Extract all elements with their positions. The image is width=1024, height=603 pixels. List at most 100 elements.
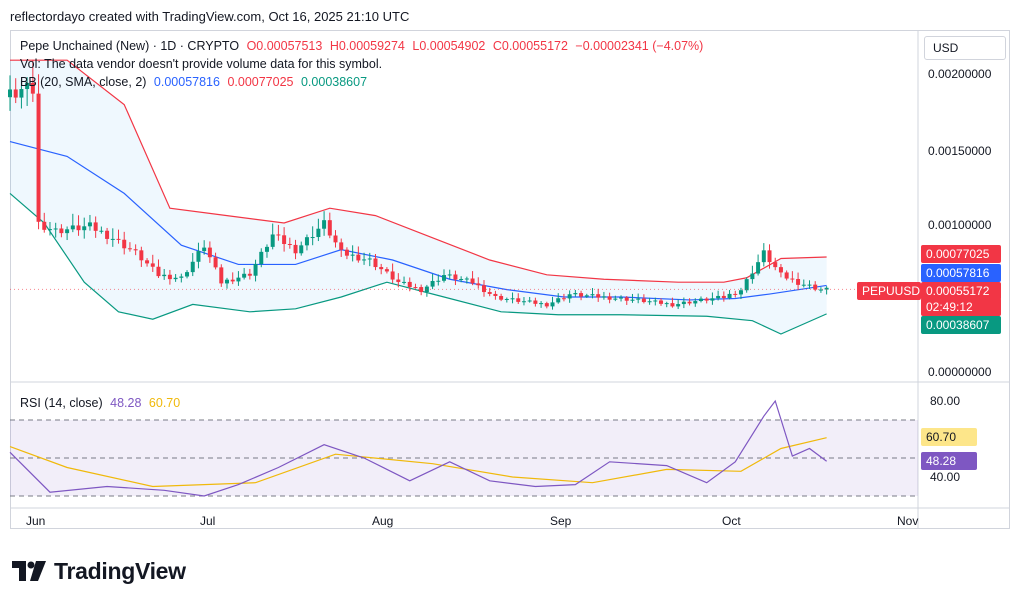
rsi-tick-label: 40.00	[930, 470, 961, 484]
tradingview-brand[interactable]: TradingView	[12, 557, 186, 585]
candle-body	[327, 220, 332, 236]
candle-body	[350, 254, 355, 256]
candle-body	[53, 228, 58, 230]
candle-body	[510, 298, 515, 300]
bb-upper-value: 0.00077025	[227, 75, 294, 89]
candle-body	[447, 274, 452, 276]
candle-body	[367, 258, 372, 260]
candle-body	[504, 298, 509, 300]
candle-body	[110, 238, 115, 240]
candle-body	[419, 287, 424, 293]
bb-upper-tag: 0.00077025	[921, 245, 1001, 263]
candle-body	[807, 284, 812, 286]
chart-attribution: reflectordayo created with TradingView.c…	[10, 9, 410, 24]
candle-body	[653, 300, 658, 302]
candle-body	[322, 220, 327, 229]
close-value: C0.00055172	[492, 39, 568, 53]
countdown-tag: 02:49:12	[921, 298, 1001, 316]
candle-body	[573, 293, 578, 295]
candle-body	[93, 222, 98, 231]
currency-selector[interactable]: USD	[924, 36, 1006, 60]
bb-upper-line	[10, 59, 827, 283]
candle-body	[584, 295, 589, 297]
candle-body	[105, 230, 110, 239]
candle-body	[59, 228, 64, 234]
bb-lower-line	[9, 192, 827, 335]
close-price-tag: 0.00055172	[921, 282, 1001, 300]
candle-body	[727, 293, 732, 299]
candle-body	[676, 304, 681, 307]
candle-body	[493, 293, 498, 296]
symbol-legend: Pepe Unchained (New) · 1D · CRYPTO O0.00…	[20, 39, 707, 53]
candle-body	[790, 278, 795, 280]
candle-body	[579, 293, 584, 297]
candle-body	[693, 301, 698, 304]
time-label: Nov	[897, 514, 919, 528]
time-label: Oct	[722, 514, 741, 528]
candle-body	[207, 247, 212, 258]
candle-body	[464, 278, 469, 280]
bb-basis-tag: 0.00057816	[921, 264, 1001, 282]
candle-body	[659, 300, 664, 304]
candle-body	[25, 82, 30, 90]
candle-body	[716, 295, 721, 299]
open-value: O0.00057513	[246, 39, 323, 53]
bollinger-band-fill	[10, 60, 827, 334]
candle-body	[379, 267, 384, 270]
candle-body	[76, 225, 81, 231]
candle-body	[145, 260, 150, 264]
candle-body	[521, 301, 526, 303]
candle-body	[784, 272, 789, 279]
price-tick-label: 0.00200000	[928, 67, 992, 81]
candle-body	[407, 281, 412, 288]
candle-body	[630, 299, 635, 301]
bb-basis-value: 0.00057816	[153, 75, 220, 89]
candle-body	[82, 226, 87, 231]
rsi-value-tag: 48.28	[921, 452, 977, 470]
candle-body	[556, 298, 561, 303]
candle-body	[459, 278, 464, 280]
candle-body	[293, 244, 298, 254]
candle-body	[316, 228, 321, 238]
candle-body	[282, 235, 287, 244]
candle-body	[824, 287, 829, 290]
candle-body	[333, 235, 338, 243]
candle-body	[710, 298, 715, 301]
candle-body	[738, 290, 743, 295]
candle-body	[87, 222, 92, 227]
candle-body	[442, 275, 447, 281]
candle-body	[761, 250, 766, 263]
candle-body	[47, 229, 52, 231]
volume-note: Vol: The data vendor doesn't provide vol…	[20, 57, 383, 71]
rsi-ma-line	[9, 437, 827, 488]
candle-body	[70, 225, 75, 230]
candle-body	[339, 242, 344, 250]
high-value: H0.00059274	[329, 39, 405, 53]
candle-body	[8, 89, 12, 98]
candle-body	[344, 249, 349, 256]
candle-body	[567, 294, 572, 299]
candle-body	[253, 263, 258, 276]
candle-body	[778, 267, 783, 273]
candle-body	[664, 303, 669, 305]
candle-body	[179, 276, 184, 278]
candle-body	[607, 296, 612, 300]
candle-body	[613, 298, 618, 300]
candle-body	[704, 298, 709, 301]
candle-body	[304, 237, 309, 246]
candle-body	[413, 287, 418, 289]
candle-body	[247, 273, 252, 276]
candle-body	[173, 277, 178, 280]
candle-body	[196, 251, 201, 262]
candle-body	[687, 301, 692, 304]
candle-body	[310, 237, 315, 239]
bb-lower-tag: 0.00038607	[921, 316, 1001, 334]
candle-body	[150, 263, 155, 267]
candle-body	[756, 262, 761, 274]
candle-body	[750, 273, 755, 280]
candle-body	[516, 298, 521, 302]
candle-body	[499, 295, 504, 300]
candle-body	[561, 298, 566, 300]
candle-body	[636, 298, 641, 300]
